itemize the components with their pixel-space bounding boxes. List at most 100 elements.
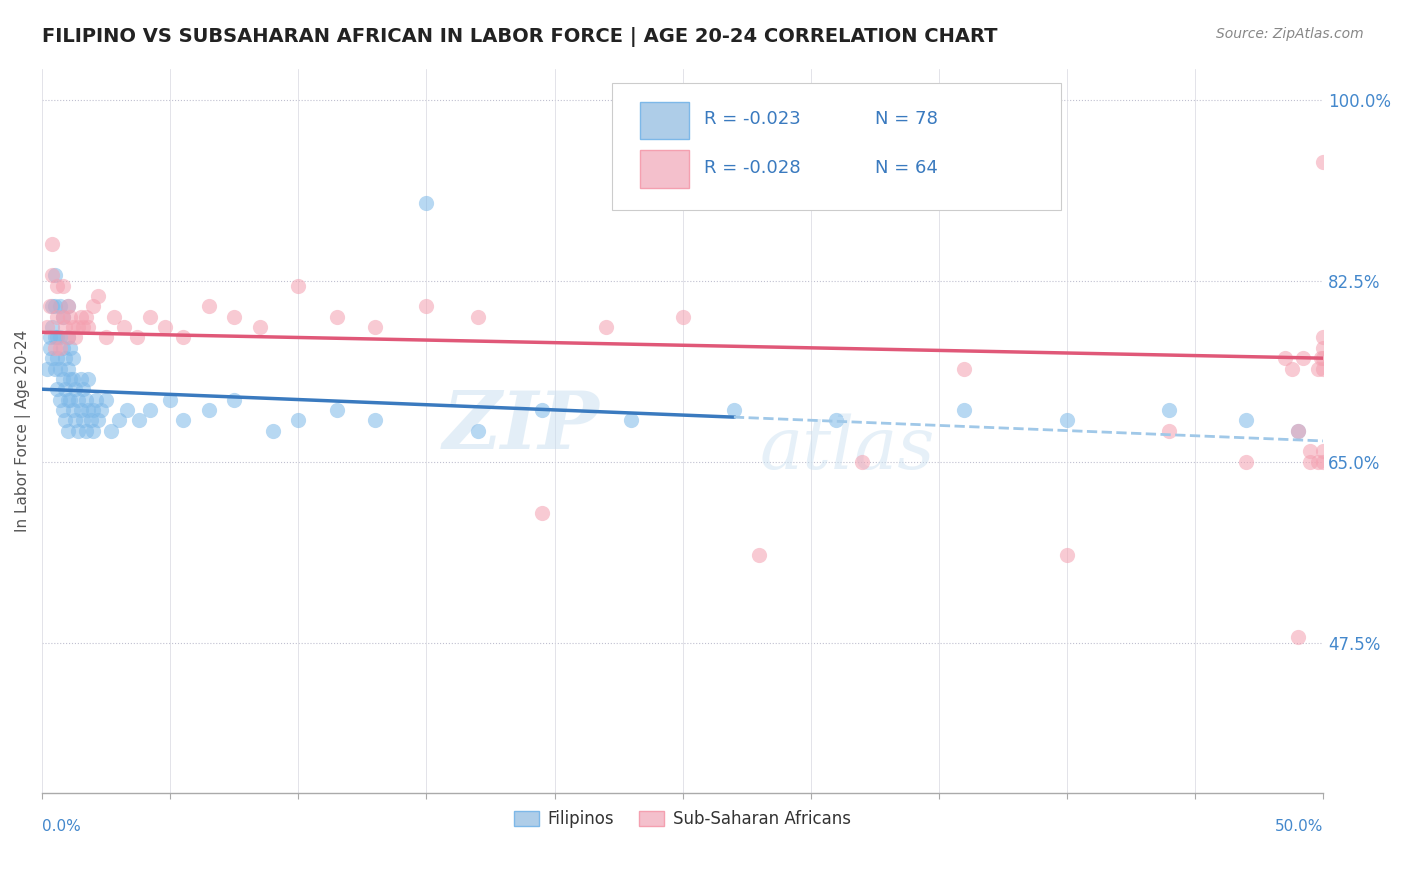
Point xyxy=(415,196,437,211)
Point xyxy=(825,413,848,427)
Point xyxy=(49,361,72,376)
Text: N = 64: N = 64 xyxy=(875,159,938,177)
Point xyxy=(82,424,104,438)
Point xyxy=(46,310,69,324)
Point xyxy=(108,413,131,427)
Point xyxy=(87,413,110,427)
Point xyxy=(46,278,69,293)
Point xyxy=(1281,361,1303,376)
Point xyxy=(66,424,89,438)
Text: 0.0%: 0.0% xyxy=(42,819,82,833)
Point xyxy=(96,392,118,407)
Point xyxy=(128,413,150,427)
Point xyxy=(620,413,643,427)
FancyBboxPatch shape xyxy=(612,83,1060,210)
Point xyxy=(1056,548,1078,562)
Point xyxy=(80,413,103,427)
Point xyxy=(96,330,118,344)
Point xyxy=(326,310,349,324)
Point xyxy=(72,413,94,427)
Point xyxy=(66,392,89,407)
Point xyxy=(52,341,75,355)
Point xyxy=(41,320,63,334)
Point xyxy=(56,300,79,314)
Text: 50.0%: 50.0% xyxy=(1275,819,1323,833)
Point xyxy=(84,392,107,407)
Point xyxy=(953,361,976,376)
Point xyxy=(41,268,63,283)
Point xyxy=(172,330,194,344)
Text: R = -0.023: R = -0.023 xyxy=(704,111,801,128)
Point xyxy=(224,310,246,324)
Point xyxy=(1291,351,1313,366)
Point xyxy=(103,310,125,324)
Point xyxy=(75,310,97,324)
Point xyxy=(1312,351,1334,366)
Point xyxy=(49,392,72,407)
Point xyxy=(287,278,309,293)
Y-axis label: In Labor Force | Age 20-24: In Labor Force | Age 20-24 xyxy=(15,329,31,532)
Point xyxy=(1274,351,1296,366)
Point xyxy=(851,455,873,469)
Point xyxy=(467,424,489,438)
Text: R = -0.028: R = -0.028 xyxy=(704,159,801,177)
Point xyxy=(56,330,79,344)
Point xyxy=(530,506,553,520)
Point xyxy=(52,278,75,293)
Point xyxy=(56,361,79,376)
Point xyxy=(364,320,387,334)
Point xyxy=(115,403,138,417)
Point xyxy=(69,403,91,417)
Point xyxy=(62,320,84,334)
Point xyxy=(41,300,63,314)
Point xyxy=(44,341,66,355)
Point xyxy=(41,237,63,252)
Point xyxy=(197,403,219,417)
Point xyxy=(41,351,63,366)
Point xyxy=(44,300,66,314)
Point xyxy=(138,403,160,417)
Point xyxy=(125,330,148,344)
Point xyxy=(65,382,87,396)
Point xyxy=(62,372,84,386)
Point xyxy=(90,403,112,417)
Point xyxy=(59,392,82,407)
Point xyxy=(52,403,75,417)
Point xyxy=(53,320,76,334)
Text: ZIP: ZIP xyxy=(443,388,599,466)
Point xyxy=(87,289,110,303)
Point xyxy=(56,392,79,407)
Point xyxy=(49,341,72,355)
Point xyxy=(1159,403,1181,417)
Point xyxy=(65,330,87,344)
Point xyxy=(44,361,66,376)
Point xyxy=(1159,424,1181,438)
Point xyxy=(153,320,176,334)
Point xyxy=(1286,424,1309,438)
Point xyxy=(72,320,94,334)
Point xyxy=(53,413,76,427)
Point xyxy=(82,300,104,314)
Point xyxy=(1312,341,1334,355)
Point xyxy=(53,382,76,396)
Point xyxy=(52,310,75,324)
Point xyxy=(415,300,437,314)
Point xyxy=(59,310,82,324)
Point xyxy=(595,320,617,334)
FancyBboxPatch shape xyxy=(640,151,689,188)
Point xyxy=(56,330,79,344)
Point xyxy=(46,330,69,344)
Point xyxy=(38,300,60,314)
Point xyxy=(287,413,309,427)
Point xyxy=(62,403,84,417)
Point xyxy=(69,310,91,324)
Point xyxy=(1312,444,1334,458)
Point xyxy=(1286,631,1309,645)
Text: N = 78: N = 78 xyxy=(875,111,938,128)
Point xyxy=(1234,455,1257,469)
Point xyxy=(56,424,79,438)
Point xyxy=(530,403,553,417)
Text: FILIPINO VS SUBSAHARAN AFRICAN IN LABOR FORCE | AGE 20-24 CORRELATION CHART: FILIPINO VS SUBSAHARAN AFRICAN IN LABOR … xyxy=(42,27,998,46)
Point xyxy=(75,392,97,407)
Point xyxy=(1312,455,1334,469)
